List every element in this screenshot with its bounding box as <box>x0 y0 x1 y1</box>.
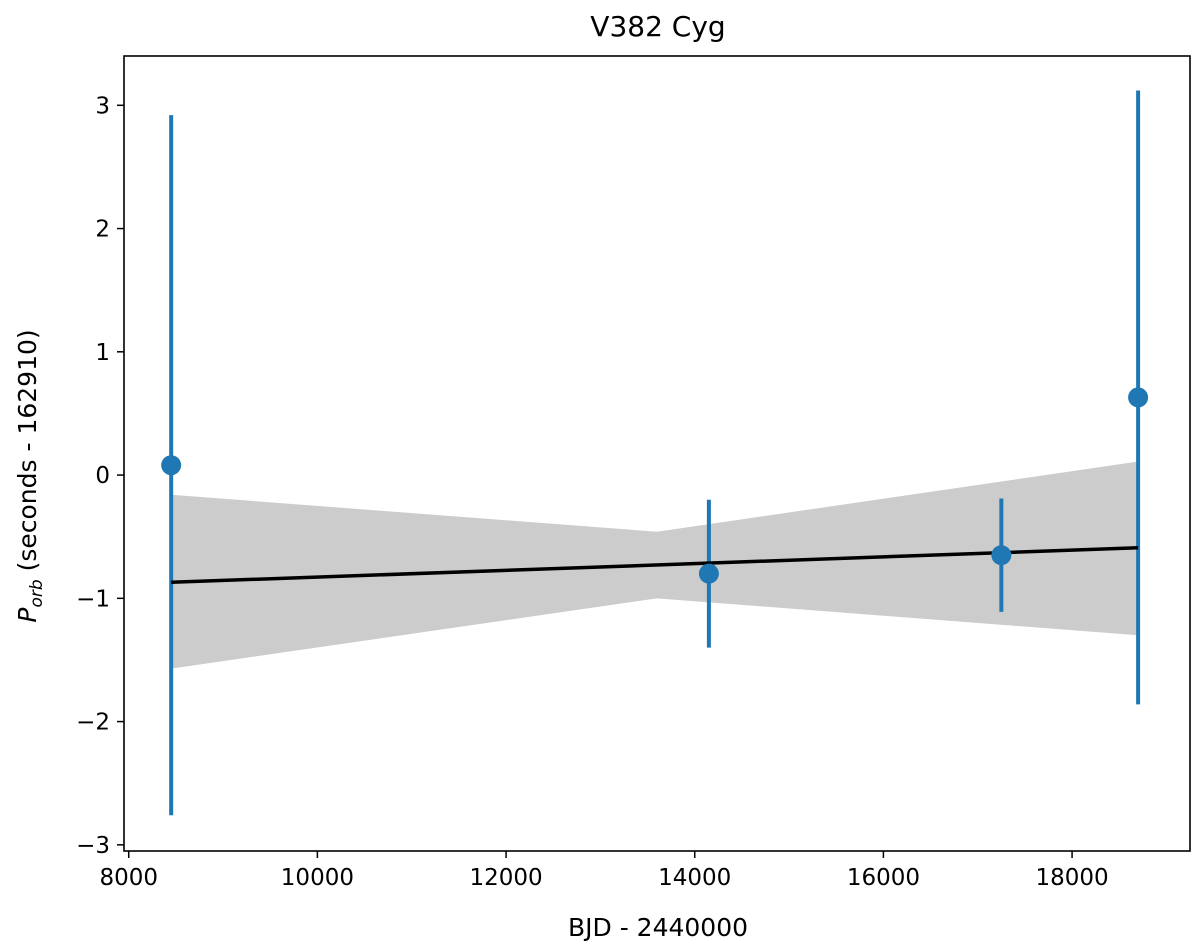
y-axis-label-subscript: orb <box>27 579 47 607</box>
axes-frame <box>123 55 1191 852</box>
data-point <box>161 455 182 476</box>
x-tick-label: 16000 <box>847 865 920 891</box>
x-tick-label: 14000 <box>658 865 731 891</box>
y-axis: −3 −2 −1 0 1 2 3 <box>76 93 124 859</box>
y-tick-label: 1 <box>95 340 110 366</box>
x-tick-label: 10000 <box>281 865 354 891</box>
y-axis-label-symbol: P <box>13 607 42 623</box>
y-axis-label-rest: (seconds - 162910) <box>13 329 42 579</box>
data-point <box>1128 387 1149 408</box>
data-point <box>991 545 1012 566</box>
y-tick-label: −1 <box>76 586 110 612</box>
x-axis-label: BJD - 2440000 <box>568 913 748 942</box>
x-tick-label: 18000 <box>1035 865 1108 891</box>
y-tick-label: 3 <box>95 93 110 119</box>
y-tick-label: 0 <box>95 463 110 489</box>
y-tick-label: 2 <box>95 217 110 243</box>
plot-content <box>161 90 1149 816</box>
y-tick-label: −2 <box>76 710 110 736</box>
y-axis-label: Porb (seconds - 162910) <box>13 329 47 622</box>
y-tick-label: −3 <box>76 833 110 859</box>
x-axis: 8000 10000 12000 14000 16000 18000 <box>99 851 1109 891</box>
chart-title: V382 Cyg <box>590 10 725 43</box>
x-tick-label: 8000 <box>99 865 158 891</box>
fit-line <box>171 546 1139 585</box>
x-tick-label: 12000 <box>469 865 542 891</box>
data-point <box>698 563 719 584</box>
